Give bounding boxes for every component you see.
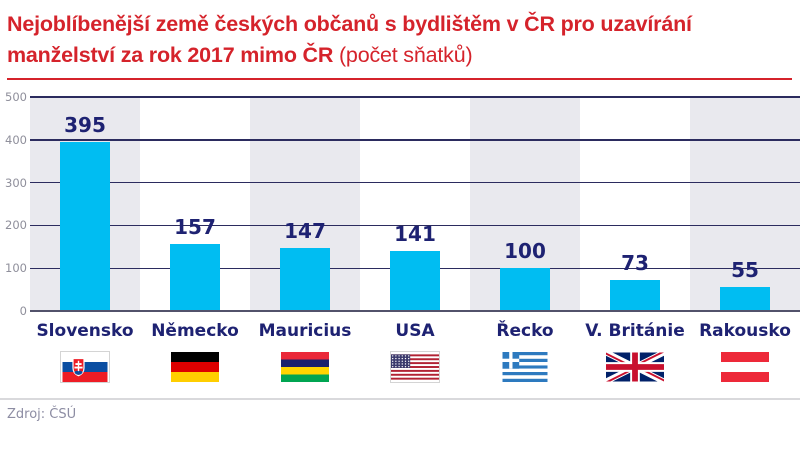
slovakia-flag xyxy=(60,350,110,383)
flag-cell xyxy=(140,350,250,383)
gridline xyxy=(30,224,800,227)
flag-cell xyxy=(470,350,580,383)
bar-value-label: 100 xyxy=(504,239,546,264)
background-band xyxy=(690,98,800,311)
y-tick-label: 0 xyxy=(19,304,27,318)
plot-area: 0 100 200 300 400 500 395 157 147 141 100 73 55 xyxy=(5,90,800,318)
title-line-2-bold: manželství za rok 2017 mimo ČR xyxy=(7,43,334,67)
austria-flag xyxy=(721,351,769,382)
bar-nmecko xyxy=(170,243,220,311)
title-divider xyxy=(7,78,792,80)
footer-divider xyxy=(0,398,800,400)
bar-mauricius xyxy=(280,248,330,311)
source-note: Zdroj: ČSÚ xyxy=(7,407,77,422)
footer: Zdroj: ČSÚ xyxy=(0,398,800,422)
y-tick-label: 200 xyxy=(5,218,27,233)
flag-cell xyxy=(580,350,690,383)
flag-cell xyxy=(360,350,470,383)
bar-value-label: 141 xyxy=(394,221,436,246)
uk-flag xyxy=(606,350,664,383)
bar-slovensko xyxy=(60,141,110,311)
y-tick-label: 100 xyxy=(5,261,27,276)
bar-vbritnie xyxy=(610,279,660,311)
gridline xyxy=(30,96,800,98)
y-tick-label: 400 xyxy=(5,132,27,147)
category-label: Rakousko xyxy=(699,321,791,341)
title-line-2: manželství za rok 2017 mimo ČR (počet sň… xyxy=(7,40,792,71)
bar-ecko xyxy=(500,268,550,311)
category-label: Řecko xyxy=(496,321,554,341)
germany-flag xyxy=(171,351,219,382)
usa-flag xyxy=(390,350,440,383)
flag-cell xyxy=(690,350,800,383)
gridline xyxy=(30,181,800,184)
bar-value-label: 395 xyxy=(64,112,106,137)
category-label: Mauricius xyxy=(258,321,352,341)
bar-value-label: 73 xyxy=(621,250,649,275)
gridline xyxy=(30,309,800,312)
category-label: USA xyxy=(395,321,435,341)
category-label: Slovensko xyxy=(36,321,134,341)
category-label: V. Británie xyxy=(585,321,685,341)
infographic: Nejoblíbenější země českých občanů s byd… xyxy=(0,0,800,422)
bar-chart: 0 100 200 300 400 500 395 157 147 141 100 73 55 Slov… xyxy=(0,90,800,383)
flag-cell xyxy=(250,350,360,383)
y-tick-label: 500 xyxy=(5,90,27,104)
mauritius-flag xyxy=(281,351,329,382)
bar-value-label: 157 xyxy=(174,214,216,239)
gridline xyxy=(30,139,800,141)
y-tick-label: 300 xyxy=(5,175,27,190)
category-label-row: Slovensko Německo Mauricius USA Řecko V. Brit… xyxy=(30,321,800,341)
title-line-1: Nejoblíbenější země českých občanů s byd… xyxy=(7,12,692,36)
flag-cell xyxy=(30,350,140,383)
category-label: Německo xyxy=(151,321,239,341)
bar-usa xyxy=(390,250,440,311)
title-line-2-suffix: (počet sňatků) xyxy=(333,43,473,67)
chart-title: Nejoblíbenější země českých občanů s byd… xyxy=(7,9,792,71)
header: Nejoblíbenější země českých občanů s byd… xyxy=(0,0,800,80)
flag-row xyxy=(30,350,800,383)
bar-value-label: 55 xyxy=(731,258,759,283)
bar-rakousko xyxy=(720,287,770,311)
greece-flag xyxy=(501,351,549,382)
bar-value-label: 147 xyxy=(284,219,326,244)
